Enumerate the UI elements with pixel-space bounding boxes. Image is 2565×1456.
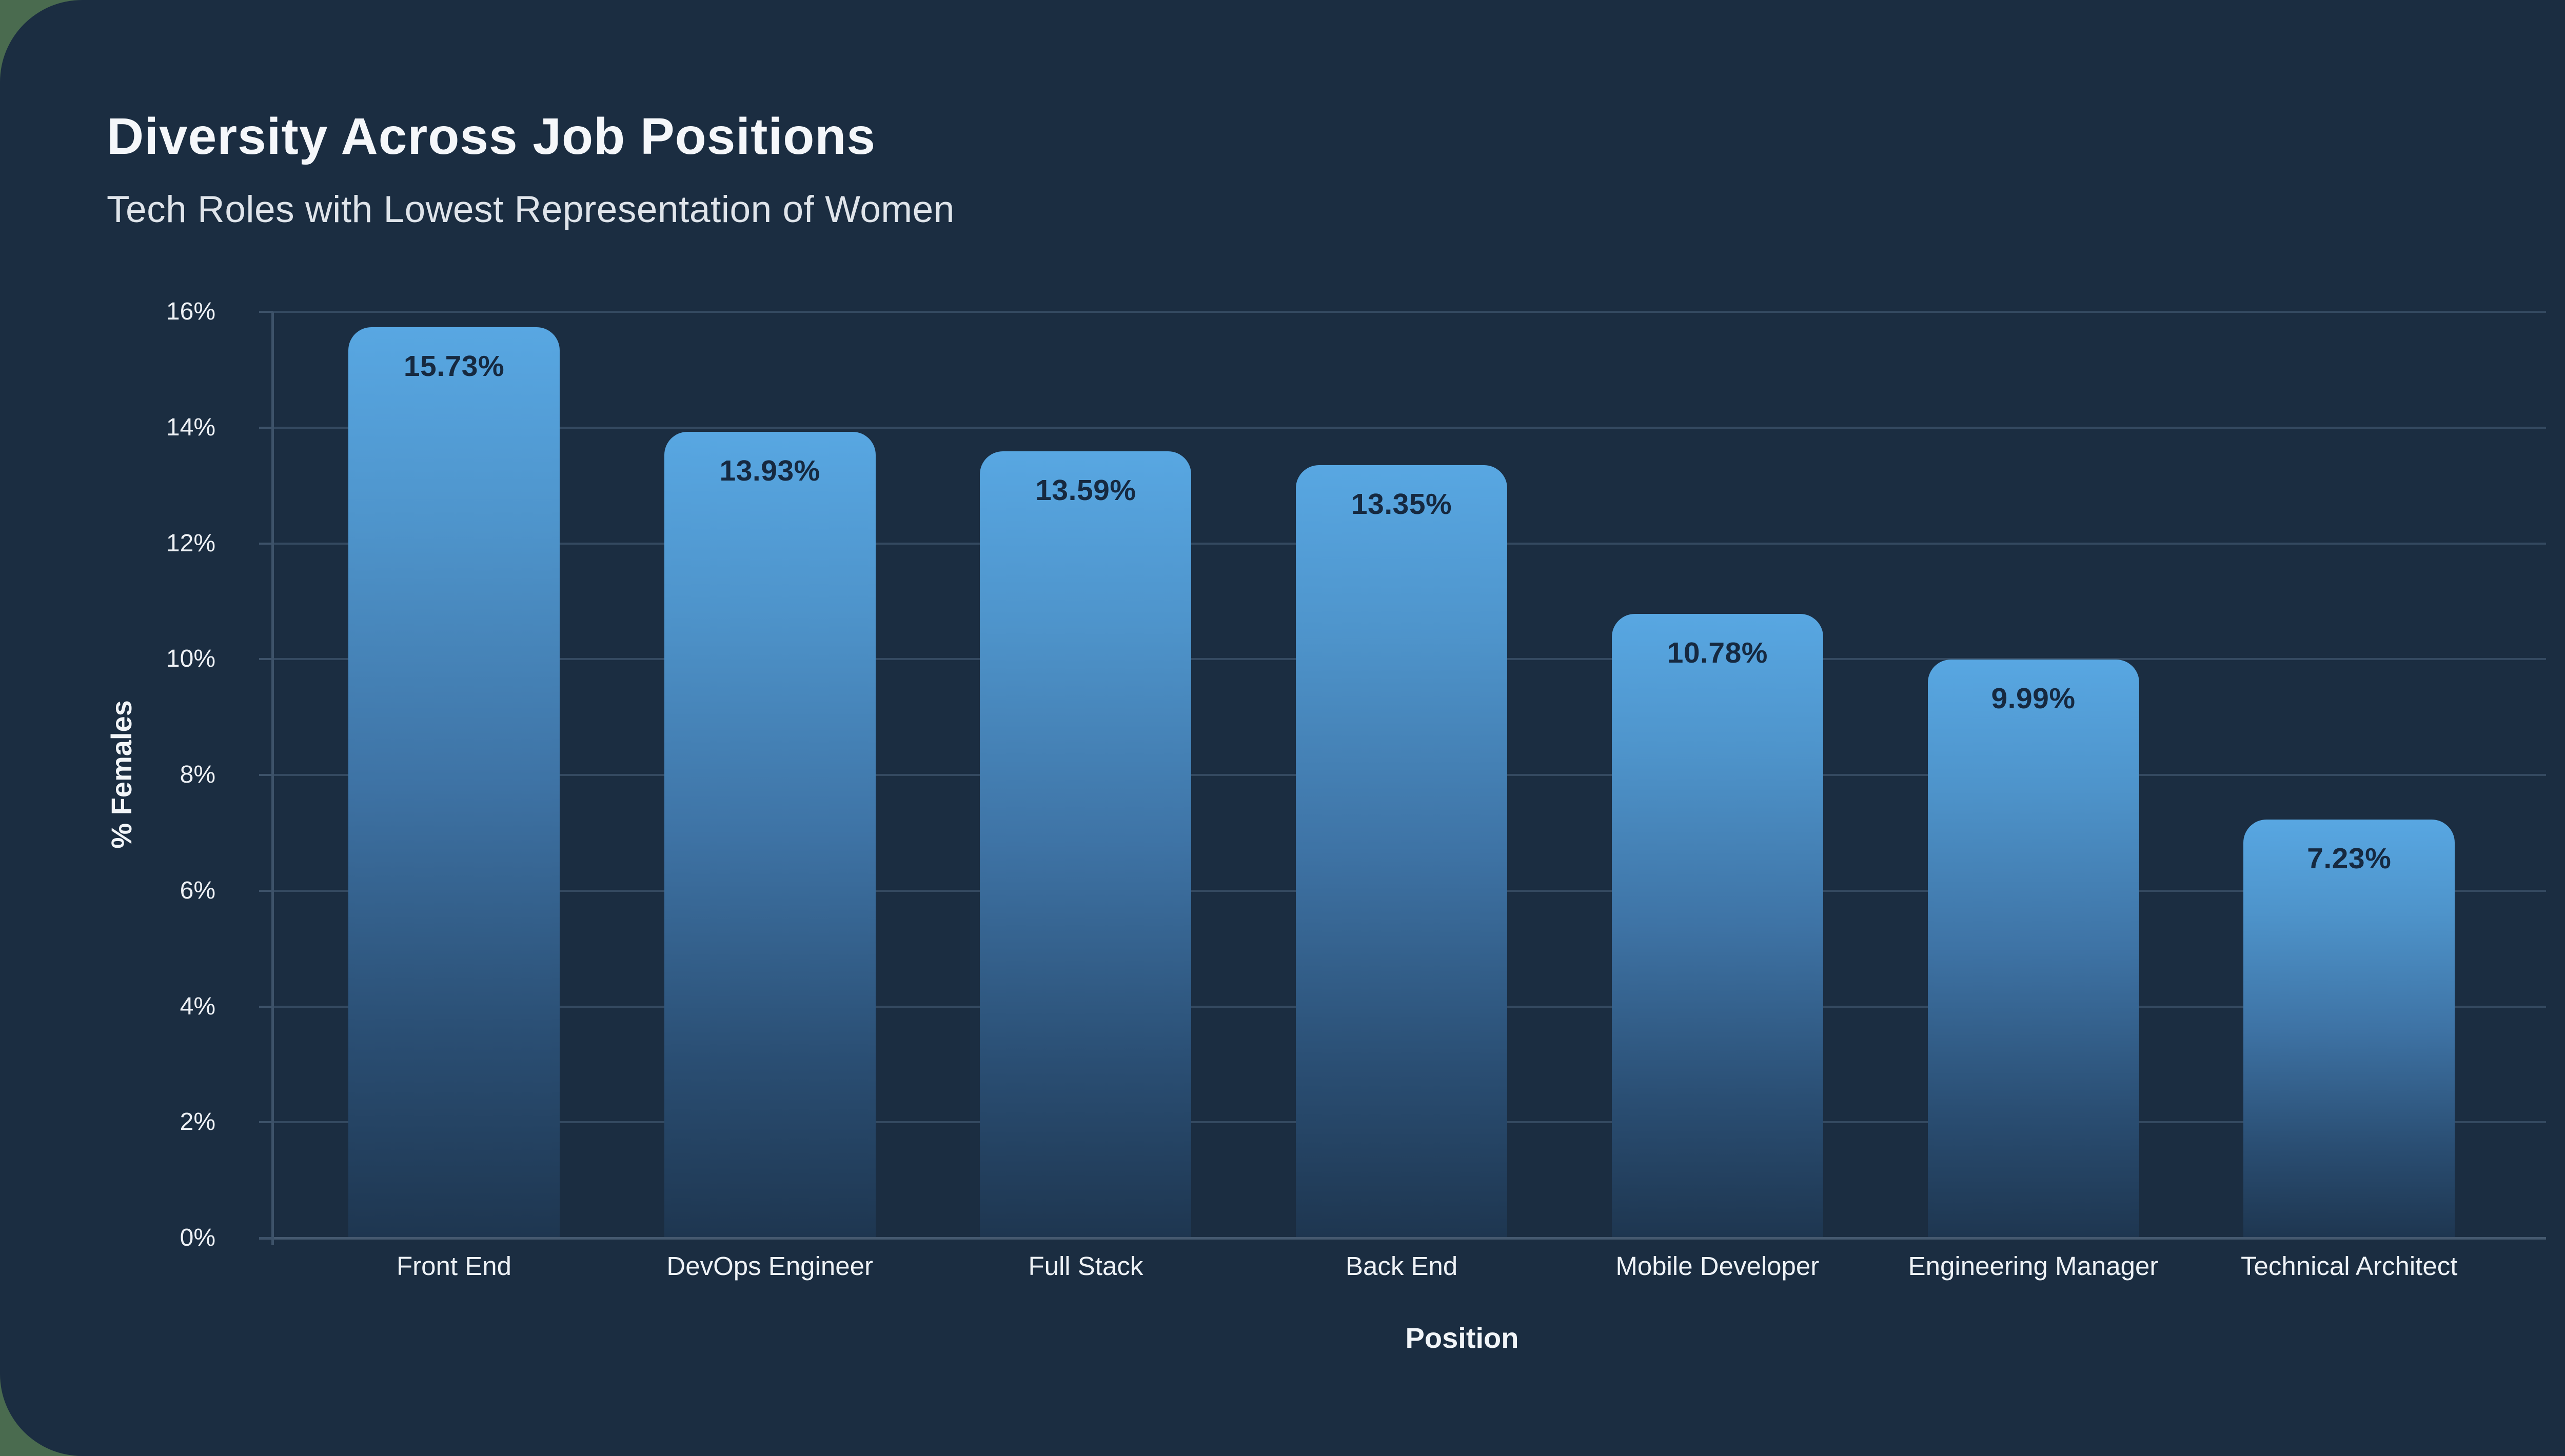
bar: 13.35% xyxy=(1296,465,1508,1238)
bar: 13.59% xyxy=(980,451,1192,1238)
bar-value-label: 15.73% xyxy=(403,350,505,383)
x-category-label: Technical Architect xyxy=(2241,1251,2458,1281)
y-tick-label: 2% xyxy=(180,1108,215,1136)
y-tick-label: 10% xyxy=(166,645,215,673)
y-tick xyxy=(259,311,273,313)
y-tick-label: 6% xyxy=(180,876,215,904)
x-category-label: Engineering Manager xyxy=(1908,1251,2159,1281)
bar-value-label: 9.99% xyxy=(1991,682,2076,715)
y-tick-label: 4% xyxy=(180,992,215,1020)
chart-title: Diversity Across Job Positions xyxy=(107,108,876,165)
bar: 15.73% xyxy=(348,327,560,1238)
x-category-label: DevOps Engineer xyxy=(666,1251,873,1281)
y-tick xyxy=(259,1237,273,1239)
y-tick-label: 12% xyxy=(166,529,215,557)
x-category-label: Front End xyxy=(397,1251,511,1281)
y-tick xyxy=(259,658,273,661)
y-tick xyxy=(259,1121,273,1124)
bar-value-label: 13.59% xyxy=(1035,474,1136,507)
x-category-label: Full Stack xyxy=(1028,1251,1143,1281)
y-tick xyxy=(259,889,273,892)
gridline xyxy=(273,426,2546,429)
x-category-label: Back End xyxy=(1345,1251,1458,1281)
bar-value-label: 10.78% xyxy=(1667,636,1768,670)
y-tick-label: 8% xyxy=(180,761,215,788)
x-axis-line xyxy=(259,1237,2546,1240)
bar-value-label: 7.23% xyxy=(2307,842,2392,875)
y-tick xyxy=(259,426,273,429)
y-tick-label: 16% xyxy=(166,298,215,325)
y-axis-title: % Females xyxy=(105,700,137,849)
bar: 10.78% xyxy=(1611,614,1823,1238)
y-tick xyxy=(259,774,273,776)
y-tick xyxy=(259,1005,273,1008)
gridline xyxy=(273,311,2546,313)
y-tick xyxy=(259,542,273,545)
x-axis-title: Position xyxy=(1405,1322,1519,1354)
bar: 13.93% xyxy=(664,431,876,1238)
bar: 7.23% xyxy=(2243,819,2455,1238)
bar-value-label: 13.93% xyxy=(719,454,820,487)
bar: 9.99% xyxy=(1927,660,2139,1238)
x-category-label: Mobile Developer xyxy=(1615,1251,1820,1281)
y-axis-line xyxy=(271,312,274,1245)
bar-value-label: 13.35% xyxy=(1351,488,1452,521)
y-tick-label: 14% xyxy=(166,413,215,441)
y-tick-label: 0% xyxy=(180,1224,215,1251)
chart-subtitle: Tech Roles with Lowest Representation of… xyxy=(107,189,955,230)
